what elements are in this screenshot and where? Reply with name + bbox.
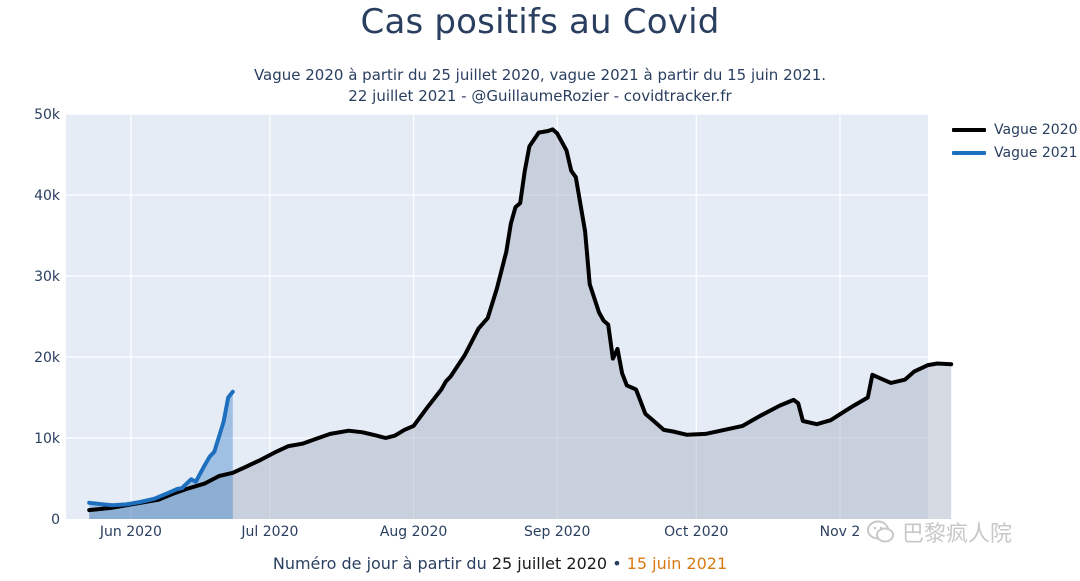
x-axis-labels: Jun 2020 Jul 2020 Aug 2020 Sep 2020 Oct 2020… — [99, 524, 860, 540]
legend: Vague 2020 Vague 2021 — [952, 118, 1078, 164]
series-line-vague2021[interactable] — [87, 389, 235, 508]
legend-swatch-vague2020 — [952, 127, 986, 132]
chart-subtitle-line2: 22 juillet 2021 - @GuillaumeRozier - cov… — [348, 87, 732, 105]
y-tick-label: 50k — [34, 107, 61, 123]
x-axis-title-date2021: 15 juin 2021 — [626, 554, 728, 573]
series-line-vague2020[interactable] — [87, 127, 954, 513]
legend-label-vague2020: Vague 2020 — [994, 121, 1078, 138]
wechat-icon — [867, 520, 894, 543]
y-axis-labels: 0 10k 20k 30k 40k 50k — [34, 107, 61, 528]
x-tick-label: Jun 2020 — [99, 524, 162, 540]
y-tick-label: 10k — [34, 431, 61, 447]
x-tick-label: Oct 2020 — [664, 524, 728, 540]
legend-item-vague2021[interactable]: Vague 2021 — [952, 141, 1078, 164]
x-axis-title-date2020: 25 juillet 2020 — [491, 554, 608, 573]
legend-item-vague2020[interactable]: Vague 2020 — [952, 118, 1078, 141]
area-fill-vague2020 — [89, 129, 952, 519]
legend-swatch-vague2021 — [952, 150, 986, 155]
x-tick-label: Nov 2 — [820, 524, 861, 540]
y-tick-label: 40k — [34, 188, 61, 204]
x-axis-title-prefix: Numéro de jour à partir du — [272, 554, 492, 573]
x-tick-label: Sep 2020 — [524, 524, 590, 540]
x-axis-title: Numéro de jour à partir du 25 juillet 20… — [0, 554, 1000, 573]
y-tick-label: 0 — [51, 512, 60, 528]
watermark: 巴黎疯人院 — [866, 516, 1012, 548]
plot-background — [66, 114, 928, 519]
x-axis-title-sep: • — [607, 554, 627, 573]
grid — [66, 113, 928, 519]
watermark-text: 巴黎疯人院 — [902, 522, 1013, 547]
chart-subtitle-line1: Vague 2020 à partir du 25 juillet 2020, … — [253, 66, 827, 84]
x-tick-label: Jul 2020 — [240, 524, 298, 540]
y-tick-label: 20k — [34, 350, 61, 366]
legend-label-vague2021: Vague 2021 — [994, 144, 1078, 161]
chart-title: Cas positifs au Covid — [360, 2, 720, 42]
series-lines — [87, 127, 954, 513]
x-tick-label: Aug 2020 — [380, 524, 447, 540]
y-tick-label: 30k — [34, 269, 61, 285]
